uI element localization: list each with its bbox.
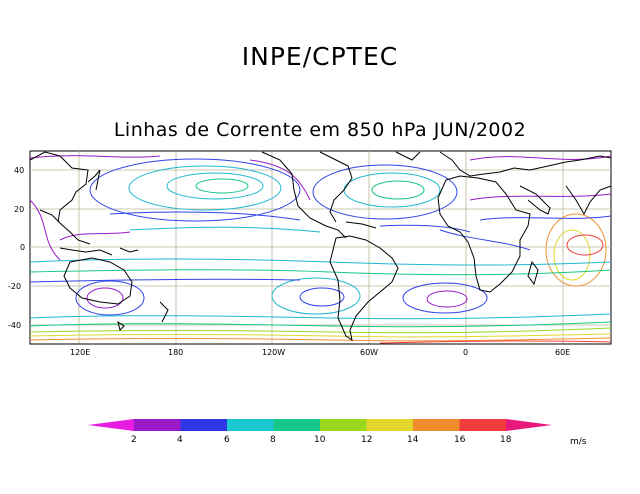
streamline — [195, 178, 249, 194]
colorbar-segment — [134, 419, 181, 431]
streamline — [439, 229, 531, 251]
streamline — [566, 234, 604, 256]
colorbar-segment — [273, 419, 320, 431]
streamline — [379, 224, 471, 233]
streamline — [29, 155, 161, 159]
colorbar-label: 8 — [270, 435, 276, 445]
graticule — [30, 151, 611, 344]
streamline-map: 40 20 0 -20 -40 120E 180 120W 60W 0 60E — [8, 150, 612, 357]
colorbar-segment — [459, 419, 506, 431]
colorbar-label: 2 — [131, 435, 137, 445]
streamline — [29, 337, 612, 342]
streamline — [469, 193, 612, 201]
colorbar-segment — [180, 419, 227, 431]
streamline — [469, 155, 612, 161]
streamline — [29, 278, 301, 283]
streamline — [299, 287, 345, 307]
lat-label: 20 — [14, 205, 24, 214]
streamline — [402, 282, 488, 314]
lat-label: 40 — [14, 166, 24, 175]
streamline — [29, 327, 612, 334]
colorbar-label: 18 — [500, 435, 512, 445]
streamline — [249, 159, 311, 201]
coastlines — [29, 151, 612, 345]
streamline — [89, 158, 301, 222]
colorbar-label: 14 — [407, 435, 419, 445]
lon-label: 60E — [555, 348, 570, 357]
lat-label: 0 — [20, 243, 25, 252]
streamline — [59, 231, 131, 241]
longitude-labels: 120E 180 120W 60W 0 60E — [70, 348, 570, 357]
colorbar-right-arrow — [506, 419, 552, 431]
streamline — [129, 226, 321, 233]
lon-label: 60W — [360, 348, 378, 357]
streamline — [29, 269, 612, 276]
streamline — [75, 280, 145, 316]
colorbar-label: 12 — [361, 435, 372, 445]
lon-label: 120E — [70, 348, 90, 357]
colorbar-left-arrow — [88, 419, 134, 431]
lat-label: -40 — [8, 321, 21, 330]
streamline — [128, 165, 282, 211]
colorbar-label: 6 — [224, 435, 230, 445]
streamline — [271, 277, 361, 315]
streamline — [379, 340, 612, 344]
streamline — [29, 333, 612, 338]
streamline — [29, 313, 612, 320]
streamline — [109, 211, 301, 221]
streamline — [479, 215, 612, 221]
page-title: INPE/CPTEC — [241, 42, 399, 71]
streamline — [426, 290, 468, 308]
colorbar-segment — [320, 419, 367, 431]
colorbar-segment — [227, 419, 274, 431]
colorbar-segment — [366, 419, 413, 431]
lon-label: 120W — [262, 348, 285, 357]
streamline — [86, 287, 124, 309]
streamline — [312, 164, 458, 220]
streamline — [371, 180, 425, 200]
latitude-labels: 40 20 0 -20 -40 — [8, 166, 25, 330]
map-frame — [29, 150, 612, 345]
streamline — [166, 172, 264, 200]
streamline — [545, 213, 607, 287]
lat-label: -20 — [8, 282, 21, 291]
lon-label: 0 — [463, 348, 468, 357]
colorbar-label: 10 — [314, 435, 326, 445]
map-title: Linhas de Corrente em 850 hPa JUN/2002 — [113, 119, 527, 141]
colorbar-label: 16 — [454, 435, 466, 445]
colorbar-label: 4 — [177, 435, 183, 445]
colorbar-segment — [413, 419, 460, 431]
colorbar: 2 4 6 8 10 12 14 16 18 m/s — [88, 419, 587, 447]
colorbar-units: m/s — [570, 437, 587, 447]
lon-label: 180 — [168, 348, 183, 357]
streamline — [29, 199, 61, 261]
streamlines — [29, 155, 612, 344]
